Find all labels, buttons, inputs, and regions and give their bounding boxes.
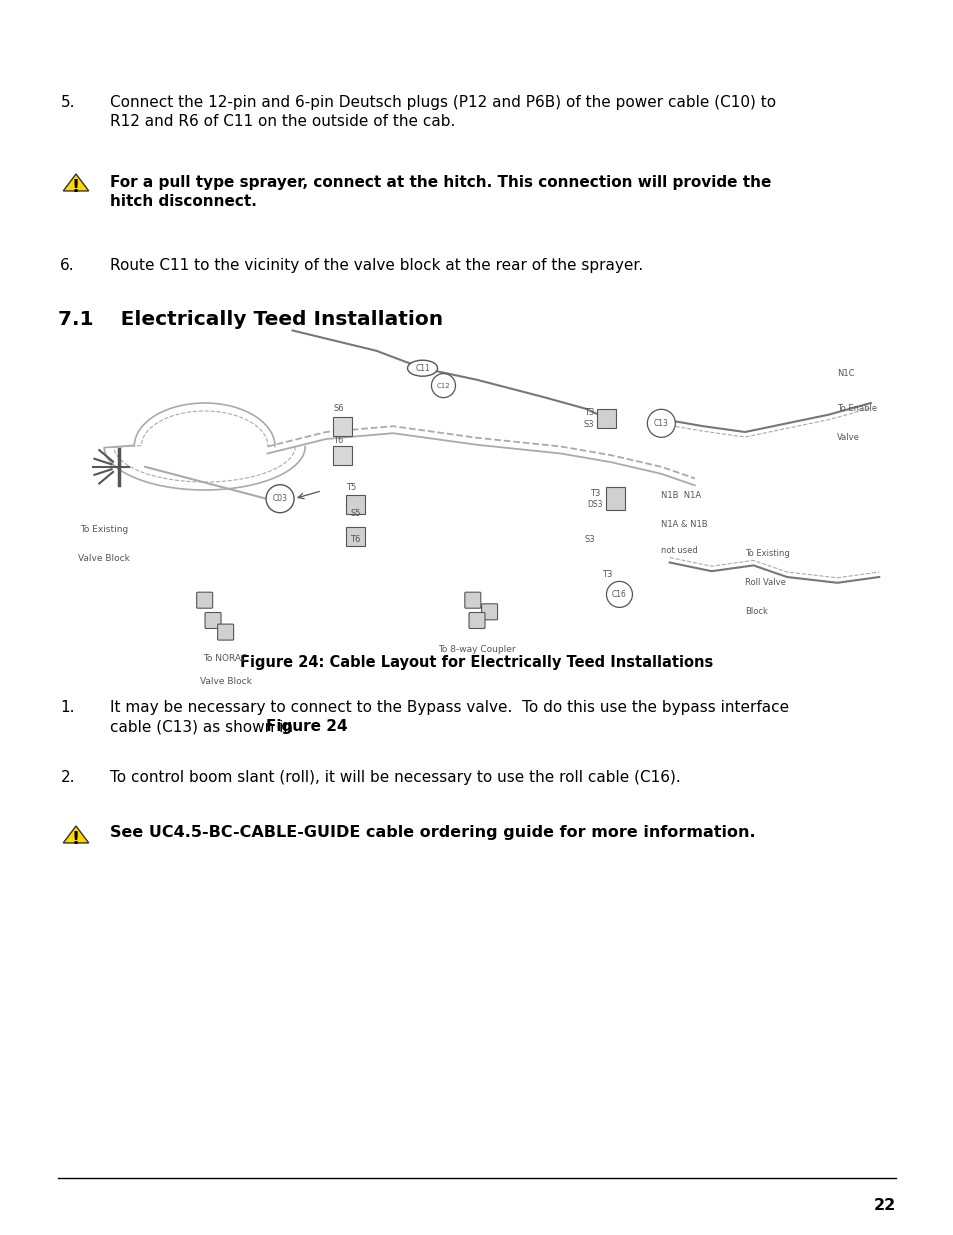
FancyBboxPatch shape — [597, 410, 616, 429]
Text: Route C11 to the vicinity of the valve block at the rear of the sprayer.: Route C11 to the vicinity of the valve b… — [110, 258, 642, 273]
Text: C16: C16 — [612, 590, 626, 599]
Polygon shape — [63, 174, 89, 191]
Text: Block: Block — [744, 608, 767, 616]
Text: !: ! — [71, 830, 80, 847]
Text: C13: C13 — [653, 419, 668, 427]
Text: S5: S5 — [350, 509, 360, 517]
FancyBboxPatch shape — [481, 604, 497, 620]
FancyBboxPatch shape — [346, 495, 365, 514]
Text: Figure 24: Cable Layout for Electrically Teed Installations: Figure 24: Cable Layout for Electrically… — [240, 655, 713, 671]
Text: Connect the 12-pin and 6-pin Deutsch plugs (P12 and P6B) of the power cable (C10: Connect the 12-pin and 6-pin Deutsch plu… — [110, 95, 776, 110]
FancyBboxPatch shape — [464, 593, 480, 608]
Text: It may be necessary to connect to the Bypass valve.  To do this use the bypass i: It may be necessary to connect to the By… — [110, 700, 788, 715]
Text: N1C: N1C — [837, 369, 854, 378]
Text: DS3: DS3 — [587, 500, 602, 509]
Text: S3: S3 — [583, 420, 594, 430]
Text: Figure 24: Figure 24 — [266, 719, 347, 734]
Text: To 8-way Coupler: To 8-way Coupler — [437, 645, 516, 655]
Text: T6: T6 — [334, 436, 344, 445]
Text: T3: T3 — [590, 489, 599, 498]
Text: R12 and R6 of C11 on the outside of the cab.: R12 and R6 of C11 on the outside of the … — [110, 114, 455, 128]
Ellipse shape — [407, 361, 437, 377]
Text: !: ! — [71, 178, 80, 195]
Text: 7.1  Electrically Teed Installation: 7.1 Electrically Teed Installation — [58, 310, 442, 329]
Text: Valve Block: Valve Block — [199, 677, 252, 685]
Circle shape — [266, 484, 294, 513]
Text: C11: C11 — [415, 363, 430, 373]
Text: 5.: 5. — [60, 95, 75, 110]
FancyBboxPatch shape — [333, 416, 352, 436]
Text: 1.: 1. — [60, 700, 75, 715]
Text: 22: 22 — [873, 1198, 895, 1213]
Text: C12: C12 — [436, 383, 450, 389]
Text: S6: S6 — [333, 404, 344, 414]
Text: S3: S3 — [584, 535, 595, 543]
Text: T3: T3 — [601, 569, 612, 579]
Text: T3: T3 — [583, 409, 594, 417]
FancyBboxPatch shape — [469, 613, 484, 629]
FancyBboxPatch shape — [205, 613, 221, 629]
Text: .: . — [326, 719, 331, 734]
Text: hitch disconnect.: hitch disconnect. — [110, 194, 256, 209]
FancyBboxPatch shape — [217, 624, 233, 640]
Text: Roll Valve: Roll Valve — [744, 578, 785, 588]
Text: N1A & N1B: N1A & N1B — [660, 520, 707, 530]
FancyBboxPatch shape — [605, 487, 624, 510]
Text: not used: not used — [660, 546, 698, 556]
Text: N1B  N1A: N1B N1A — [660, 492, 700, 500]
Polygon shape — [63, 826, 89, 844]
Text: For a pull type sprayer, connect at the hitch. This connection will provide the: For a pull type sprayer, connect at the … — [110, 175, 771, 190]
Text: To control boom slant (roll), it will be necessary to use the roll cable (C16).: To control boom slant (roll), it will be… — [110, 769, 680, 785]
FancyBboxPatch shape — [333, 446, 352, 464]
Text: See UC4.5-BC-CABLE-GUIDE cable ordering guide for more information.: See UC4.5-BC-CABLE-GUIDE cable ordering … — [110, 825, 755, 840]
Text: Valve: Valve — [837, 433, 860, 442]
Circle shape — [431, 374, 455, 398]
Text: cable (C13) as shown in: cable (C13) as shown in — [110, 719, 297, 734]
Text: To Existing: To Existing — [80, 525, 128, 534]
FancyBboxPatch shape — [196, 593, 213, 608]
Circle shape — [647, 409, 675, 437]
Circle shape — [606, 582, 632, 608]
Text: To Enable: To Enable — [837, 404, 877, 414]
Text: 6.: 6. — [60, 258, 75, 273]
Text: T5: T5 — [346, 483, 356, 492]
Text: C03: C03 — [273, 494, 287, 503]
FancyBboxPatch shape — [346, 527, 365, 546]
Text: 2.: 2. — [60, 769, 75, 785]
Text: Valve Block: Valve Block — [78, 553, 130, 563]
Text: To Existing: To Existing — [744, 550, 789, 558]
Text: T6: T6 — [350, 535, 360, 543]
Text: To NORAC: To NORAC — [203, 653, 248, 663]
